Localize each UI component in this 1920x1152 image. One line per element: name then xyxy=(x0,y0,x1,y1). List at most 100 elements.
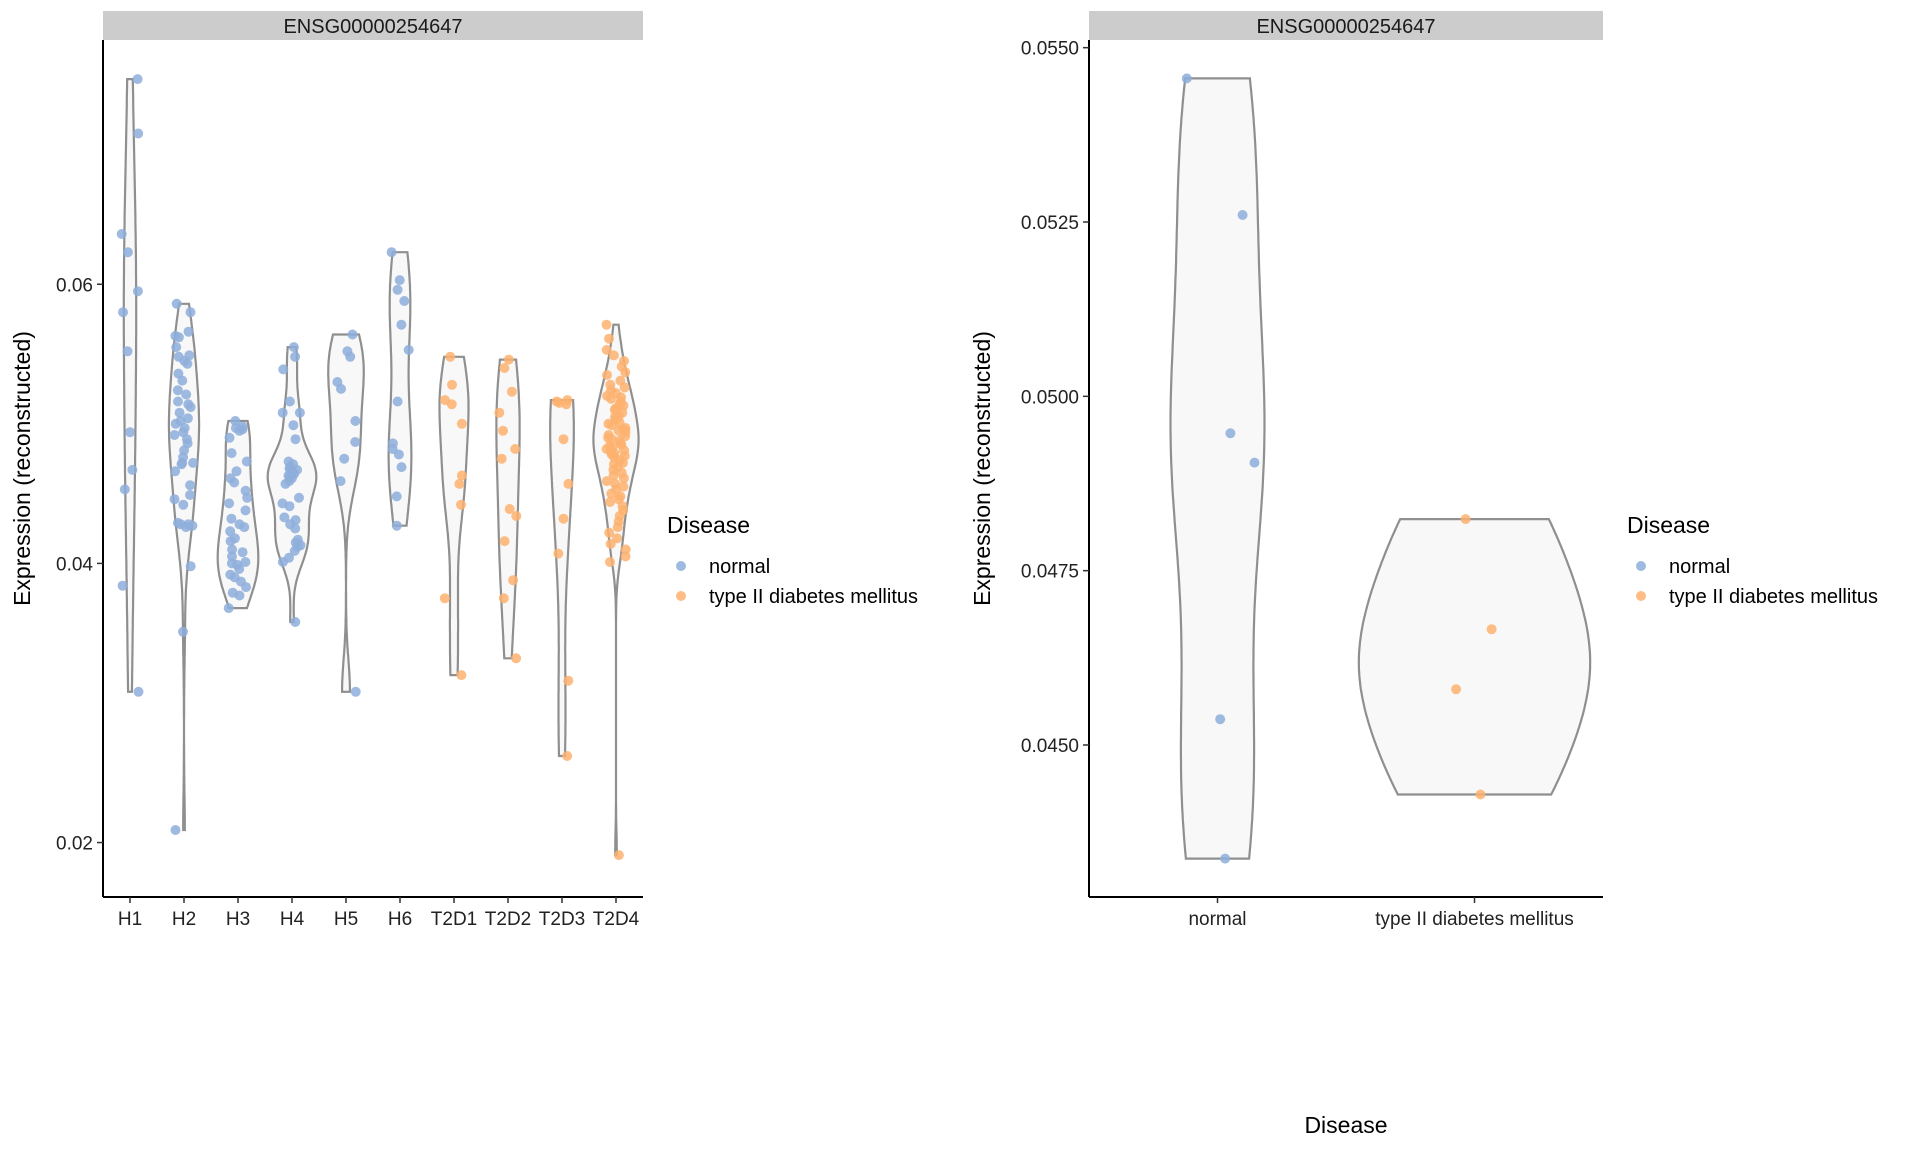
data-point xyxy=(185,490,195,500)
data-point xyxy=(606,420,617,431)
data-point xyxy=(118,307,128,318)
data-point xyxy=(403,344,414,355)
data-point xyxy=(116,229,127,239)
data-point xyxy=(1181,73,1192,84)
x-tick-label: H6 xyxy=(388,909,412,930)
data-point xyxy=(119,484,130,495)
data-point xyxy=(122,247,133,258)
data-point xyxy=(185,307,196,318)
data-point xyxy=(350,686,361,697)
data-point xyxy=(178,626,188,637)
y-tick-label: 0.06 xyxy=(56,275,93,296)
legend: Disease normal type II diabetes mellitus xyxy=(1627,512,1878,608)
data-point xyxy=(289,545,300,556)
data-point xyxy=(620,544,631,555)
data-point xyxy=(494,407,505,418)
data-point xyxy=(183,326,194,337)
facet-strip-title: ENSG00000254647 xyxy=(1256,16,1435,38)
data-point xyxy=(496,453,507,464)
data-point xyxy=(604,333,614,344)
data-point xyxy=(553,548,564,559)
data-point xyxy=(169,494,180,505)
data-point xyxy=(294,492,304,503)
data-point xyxy=(1249,457,1260,468)
violin-normal xyxy=(1169,77,1266,860)
data-point xyxy=(122,346,133,357)
x-tick-label: type II diabetes mellitus xyxy=(1375,909,1574,930)
data-point xyxy=(446,399,457,410)
facet-strip xyxy=(103,11,643,40)
violin-t2d3 xyxy=(549,399,575,758)
y-tick-label: 0.0450 xyxy=(1021,736,1079,757)
data-point xyxy=(1475,789,1486,800)
data-point xyxy=(456,670,467,681)
data-point xyxy=(350,416,361,426)
data-point xyxy=(511,511,522,521)
data-point xyxy=(224,432,235,443)
data-point xyxy=(439,593,450,604)
data-point xyxy=(605,497,616,507)
data-point xyxy=(133,686,144,697)
data-point xyxy=(227,551,237,562)
data-point xyxy=(445,351,456,362)
data-point xyxy=(181,522,191,533)
data-point xyxy=(277,407,288,418)
x-tick-label: T2D2 xyxy=(485,909,531,930)
data-point xyxy=(558,513,569,524)
data-point xyxy=(133,128,144,139)
data-point xyxy=(601,319,612,330)
left-panel: ENSG00000254647 0.02 0.04 0.06 H1 H2 H3 H4 H5 H6 T… xyxy=(9,11,918,930)
facet-strip xyxy=(1089,11,1603,40)
data-point xyxy=(173,396,183,407)
x-tick-label: H1 xyxy=(118,909,142,930)
legend-title: Disease xyxy=(1627,512,1710,538)
data-point xyxy=(239,522,250,533)
data-point xyxy=(229,477,240,488)
data-point xyxy=(601,476,612,487)
data-point xyxy=(174,407,185,418)
x-tick-label: H5 xyxy=(334,909,358,930)
y-tick-label: 0.04 xyxy=(56,554,93,575)
data-point xyxy=(605,538,616,549)
data-point xyxy=(172,385,183,396)
data-point xyxy=(1451,684,1462,695)
y-tick-label: 0.02 xyxy=(56,834,93,855)
data-point xyxy=(503,354,514,365)
data-point xyxy=(185,561,196,572)
data-point xyxy=(396,462,407,473)
data-point xyxy=(606,488,617,499)
data-point xyxy=(234,590,245,601)
x-tick-label: H4 xyxy=(280,909,305,930)
data-point xyxy=(456,470,467,481)
y-tick-label: 0.0475 xyxy=(1021,562,1079,583)
x-tick-label: T2D1 xyxy=(431,909,477,930)
data-point xyxy=(394,275,405,286)
data-point xyxy=(347,329,358,340)
data-point xyxy=(498,425,508,436)
data-point xyxy=(170,466,181,477)
data-point xyxy=(499,363,510,373)
violin-h5 xyxy=(327,333,365,693)
data-point xyxy=(226,513,237,524)
data-point xyxy=(290,523,301,534)
data-point xyxy=(178,499,189,510)
data-point xyxy=(562,751,573,761)
data-point xyxy=(620,367,631,378)
data-point xyxy=(1460,514,1471,525)
data-point xyxy=(294,407,305,418)
legend-title: Disease xyxy=(667,512,750,538)
data-point xyxy=(225,536,236,547)
data-point xyxy=(171,298,182,309)
data-point xyxy=(605,557,615,567)
data-point xyxy=(132,286,143,297)
x-tick-label: normal xyxy=(1188,909,1246,930)
data-point xyxy=(391,491,402,502)
data-point xyxy=(613,850,624,861)
data-point xyxy=(506,386,517,397)
data-point xyxy=(223,603,234,614)
data-point xyxy=(231,466,242,477)
data-point xyxy=(602,370,612,380)
x-axis-title: Disease xyxy=(1304,1112,1387,1138)
data-point xyxy=(181,389,192,400)
data-point xyxy=(601,344,612,355)
